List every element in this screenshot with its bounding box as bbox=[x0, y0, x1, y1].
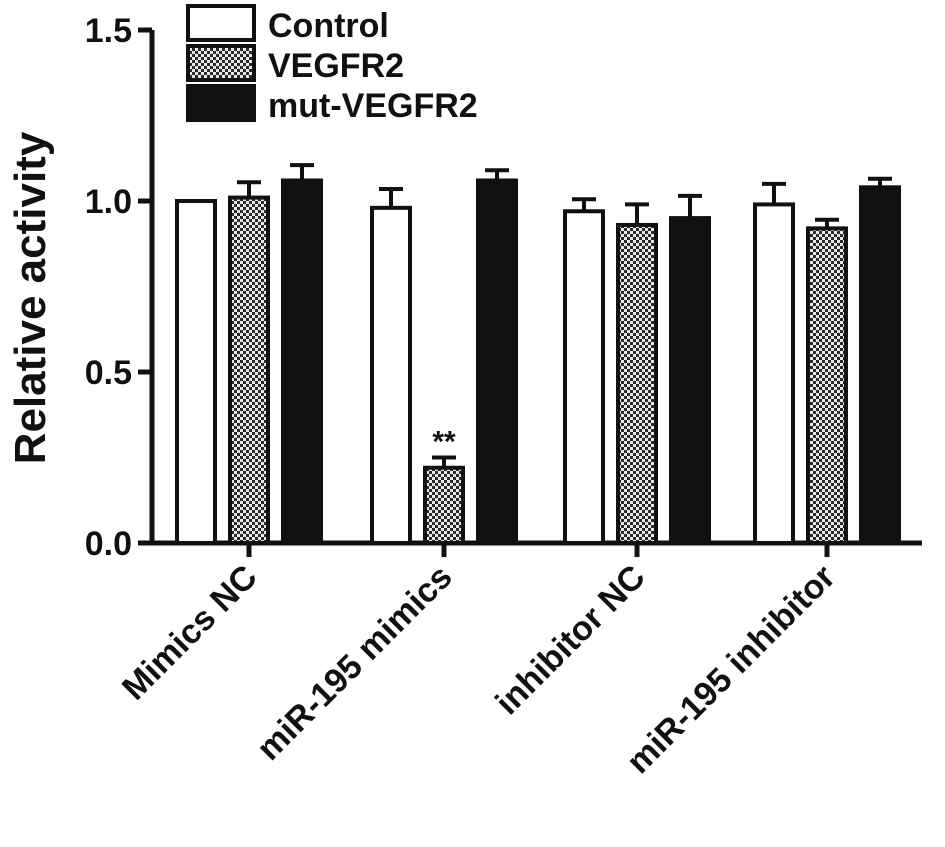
legend-swatch bbox=[186, 44, 256, 82]
legend-label: mut-VEGFR2 bbox=[268, 87, 478, 125]
y-tick-label: 0.5 bbox=[85, 354, 132, 392]
bar-mut-vegfr2 bbox=[669, 216, 711, 545]
y-tick-label: 1.0 bbox=[85, 183, 132, 221]
bar-vegfr2 bbox=[806, 226, 848, 546]
bar-vegfr2 bbox=[616, 222, 658, 545]
x-tick-label: Mimics NC bbox=[115, 558, 265, 708]
y-tick-label: 0.0 bbox=[85, 525, 132, 563]
bar-control bbox=[563, 209, 605, 545]
y-tick-label: 1.5 bbox=[85, 12, 132, 50]
bar-mut-vegfr2 bbox=[476, 178, 518, 545]
bar-control bbox=[175, 199, 217, 545]
legend-swatch bbox=[186, 4, 256, 42]
error-bars-group bbox=[237, 163, 892, 468]
bar-mut-vegfr2 bbox=[281, 178, 323, 545]
bars-group bbox=[175, 178, 901, 546]
y-axis-title: Relative activity bbox=[6, 131, 55, 464]
bar-vegfr2 bbox=[423, 465, 465, 546]
legend-swatch bbox=[186, 84, 256, 122]
annotations-group: ** bbox=[432, 426, 456, 459]
y-axis: 0.0 0.5 1.0 1.5 bbox=[85, 12, 155, 563]
x-tick-label: inhibitor NC bbox=[488, 558, 652, 722]
bar-mut-vegfr2 bbox=[859, 185, 901, 545]
bar-vegfr2 bbox=[228, 195, 270, 546]
significance-marker: ** bbox=[432, 426, 456, 459]
x-tick-label: miR-195 inhibitor bbox=[619, 558, 842, 781]
x-tick-label: miR-195 mimics bbox=[250, 558, 460, 768]
bar-control bbox=[753, 202, 795, 545]
legend-label: VEGFR2 bbox=[268, 47, 404, 85]
legend-label: Control bbox=[268, 7, 389, 45]
bar-control bbox=[370, 205, 412, 545]
